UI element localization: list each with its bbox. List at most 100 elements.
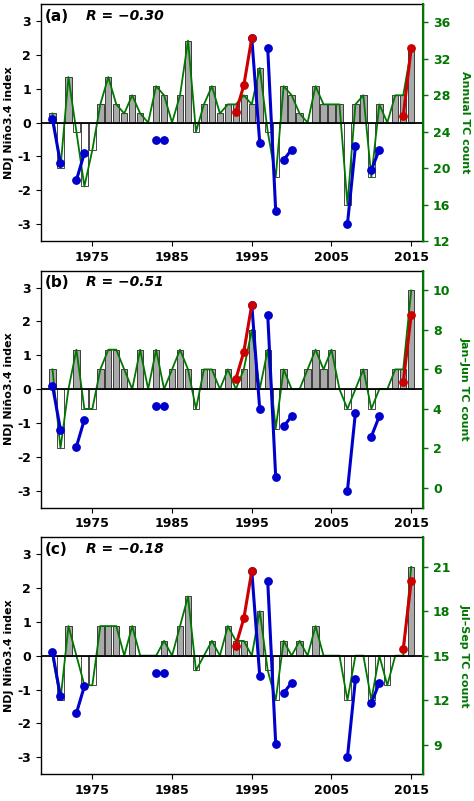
Bar xyxy=(328,350,335,389)
Point xyxy=(73,441,80,453)
Point xyxy=(400,376,407,388)
Bar xyxy=(105,77,111,123)
Bar xyxy=(81,389,88,409)
Point xyxy=(256,670,264,682)
Bar xyxy=(281,369,287,389)
Point xyxy=(248,298,255,311)
Bar xyxy=(81,123,88,187)
Point xyxy=(272,471,280,484)
Point xyxy=(408,308,415,321)
Point xyxy=(375,143,383,156)
Bar xyxy=(185,597,191,656)
Bar xyxy=(57,123,64,168)
Point xyxy=(288,143,295,156)
Bar xyxy=(264,123,271,131)
Point xyxy=(272,204,280,217)
Bar xyxy=(376,104,383,123)
Bar xyxy=(73,350,80,389)
Point xyxy=(49,380,56,392)
Point xyxy=(232,372,240,385)
Point xyxy=(73,174,80,187)
Bar xyxy=(241,641,247,656)
Point xyxy=(57,690,64,702)
Bar xyxy=(304,369,311,389)
Bar xyxy=(169,369,175,389)
Bar xyxy=(392,369,399,389)
Bar xyxy=(201,369,207,389)
Bar xyxy=(49,369,55,389)
Bar xyxy=(273,656,279,700)
Text: (c): (c) xyxy=(45,542,67,557)
Bar xyxy=(320,104,327,123)
Bar xyxy=(193,656,199,670)
Bar xyxy=(296,114,303,123)
Bar xyxy=(241,369,247,389)
Point xyxy=(352,140,359,153)
Bar xyxy=(177,350,183,389)
Bar xyxy=(105,626,111,656)
Text: R = −0.18: R = −0.18 xyxy=(86,542,164,556)
Point xyxy=(232,106,240,119)
Bar xyxy=(129,95,136,123)
Bar xyxy=(209,87,215,123)
Bar xyxy=(344,123,351,204)
Bar xyxy=(344,656,351,700)
Bar xyxy=(384,656,391,686)
Point xyxy=(367,697,375,710)
Point xyxy=(344,485,351,497)
Point xyxy=(288,676,295,689)
Bar xyxy=(400,369,406,389)
Bar xyxy=(89,123,96,150)
Point xyxy=(248,31,255,44)
Text: R = −0.51: R = −0.51 xyxy=(86,276,164,289)
Point xyxy=(81,413,88,426)
Point xyxy=(240,79,247,92)
Bar xyxy=(57,656,64,700)
Bar xyxy=(105,350,111,389)
Text: R = −0.30: R = −0.30 xyxy=(86,9,164,23)
Bar xyxy=(193,123,199,131)
Point xyxy=(408,575,415,588)
Point xyxy=(73,706,80,719)
Y-axis label: Annual TC count: Annual TC count xyxy=(460,71,470,174)
Bar xyxy=(256,68,263,123)
Point xyxy=(160,666,168,679)
Bar xyxy=(89,389,96,409)
Bar xyxy=(177,95,183,123)
Bar xyxy=(129,626,136,656)
Bar xyxy=(248,104,255,123)
Bar xyxy=(256,611,263,656)
Bar xyxy=(209,369,215,389)
Bar xyxy=(289,95,295,123)
Y-axis label: NDJ Niño3.4 index: NDJ Niño3.4 index xyxy=(4,66,14,179)
Y-axis label: NDJ Niño3.4 index: NDJ Niño3.4 index xyxy=(4,599,14,712)
Bar xyxy=(89,656,96,686)
Bar xyxy=(137,350,143,389)
Point xyxy=(344,218,351,231)
Bar xyxy=(65,77,72,123)
Bar xyxy=(209,641,215,656)
Bar xyxy=(161,641,167,656)
Bar xyxy=(368,656,374,700)
Bar xyxy=(161,95,167,123)
Bar xyxy=(392,95,399,123)
Point xyxy=(288,410,295,423)
Point xyxy=(49,646,56,658)
Point xyxy=(152,666,160,679)
Bar xyxy=(368,123,374,177)
Bar xyxy=(328,104,335,123)
Bar xyxy=(57,389,64,449)
Bar xyxy=(177,626,183,656)
Bar xyxy=(225,626,231,656)
Point xyxy=(400,110,407,123)
Bar xyxy=(312,626,319,656)
Bar xyxy=(320,369,327,389)
Bar xyxy=(153,350,159,389)
Point xyxy=(240,345,247,358)
Point xyxy=(152,133,160,146)
Point xyxy=(160,400,168,413)
Bar xyxy=(248,330,255,389)
Bar xyxy=(225,369,231,389)
Bar xyxy=(360,95,366,123)
Bar xyxy=(201,104,207,123)
